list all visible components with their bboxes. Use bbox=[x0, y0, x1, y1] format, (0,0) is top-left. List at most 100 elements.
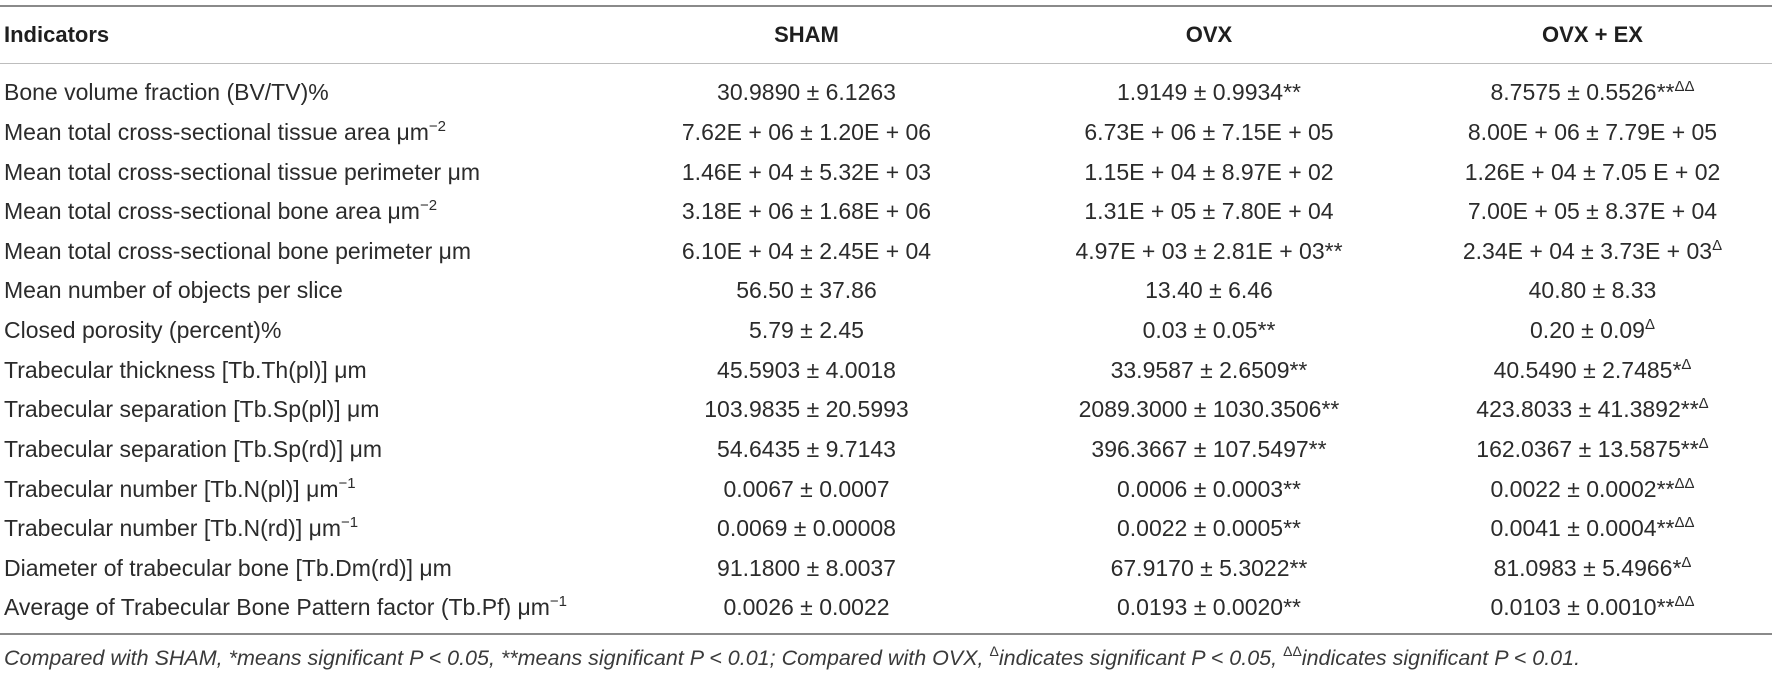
cell-ovx-text: 4.97E + 03 ± 2.81E + 03** bbox=[1075, 237, 1343, 264]
cell-ovx-text: 1.15E + 04 ± 8.97E + 02 bbox=[1084, 158, 1334, 185]
cell-ovx-ex-superscript: ΔΔ bbox=[1674, 78, 1695, 96]
cell-indicator: Mean total cross-sectional tissue perime… bbox=[0, 152, 604, 192]
cell-ovx-text: 13.40 ± 6.46 bbox=[1145, 277, 1273, 304]
cell-sham-text: 0.0026 ± 0.0022 bbox=[723, 594, 890, 621]
cell-indicator-text: Mean total cross-sectional tissue perime… bbox=[4, 158, 480, 185]
cell-indicator-text: Trabecular separation [Tb.Sp(rd)] μm bbox=[4, 435, 382, 462]
table-row: Trabecular thickness [Tb.Th(pl)] μm 45.59… bbox=[0, 350, 1772, 390]
cell-ovx-text: 396.3667 ± 107.5497** bbox=[1091, 435, 1327, 462]
table-row: Mean total cross-sectional bone area μm−… bbox=[0, 192, 1772, 232]
cell-indicator: Diameter of trabecular bone [Tb.Dm(rd)] … bbox=[0, 549, 604, 589]
table-row: Mean total cross-sectional tissue perime… bbox=[0, 152, 1772, 192]
cell-sham: 103.9835 ± 20.5993 bbox=[604, 390, 1009, 430]
cell-indicator-text: Mean total cross-sectional tissue area μ… bbox=[4, 118, 429, 145]
cell-sham: 0.0026 ± 0.0022 bbox=[604, 588, 1009, 628]
cell-ovx-ex-text: 0.0022 ± 0.0002** bbox=[1490, 475, 1675, 502]
table-row: Trabecular separation [Tb.Sp(pl)] μm 103.… bbox=[0, 390, 1772, 430]
cell-ovx-ex: 8.7575 ± 0.5526**ΔΔ bbox=[1409, 63, 1772, 113]
cell-sham-text: 7.62E + 06 ± 1.20E + 06 bbox=[681, 118, 932, 145]
cell-ovx-ex: 0.0041 ± 0.0004**ΔΔ bbox=[1409, 509, 1772, 549]
cell-ovx-text: 0.03 ± 0.05** bbox=[1142, 317, 1276, 344]
cell-sham: 56.50 ± 37.86 bbox=[604, 271, 1009, 311]
cell-indicator: Mean total cross-sectional tissue area μ… bbox=[0, 113, 604, 153]
cell-ovx-ex-text: 2.34E + 04 ± 3.73E + 03 bbox=[1462, 237, 1713, 264]
data-table: Indicators SHAM OVX OVX + EX Bone volume… bbox=[0, 6, 1772, 628]
table-row: Mean total cross-sectional tissue area μ… bbox=[0, 113, 1772, 153]
cell-ovx-ex-text: 8.00E + 06 ± 7.79E + 05 bbox=[1467, 118, 1718, 145]
cell-indicator-text: Trabecular number [Tb.N(rd)] μm bbox=[4, 515, 342, 542]
cell-ovx-ex-text: 40.80 ± 8.33 bbox=[1528, 277, 1657, 304]
footnote-text-3: indicates significant P < 0.01. bbox=[1301, 646, 1581, 670]
cell-sham: 45.5903 ± 4.0018 bbox=[604, 350, 1009, 390]
cell-ovx: 396.3667 ± 107.5497** bbox=[1009, 430, 1409, 470]
bottom-rule bbox=[0, 633, 1772, 635]
cell-indicator: Mean total cross-sectional bone area μm−… bbox=[0, 192, 604, 232]
cell-sham-text: 1.46E + 04 ± 5.32E + 03 bbox=[681, 158, 932, 185]
cell-ovx-ex-text: 40.5490 ± 2.7485* bbox=[1493, 356, 1682, 383]
cell-sham: 3.18E + 06 ± 1.68E + 06 bbox=[604, 192, 1009, 232]
cell-sham-text: 54.6435 ± 9.7143 bbox=[717, 435, 896, 462]
cell-indicator-superscript: −1 bbox=[338, 474, 356, 492]
cell-sham-text: 5.79 ± 2.45 bbox=[749, 317, 864, 344]
header-indicators: Indicators bbox=[4, 21, 110, 47]
cell-ovx-ex-text: 0.0103 ± 0.0010** bbox=[1490, 594, 1675, 621]
table-row: Diameter of trabecular bone [Tb.Dm(rd)] … bbox=[0, 549, 1772, 589]
cell-ovx-ex-superscript: Δ bbox=[1644, 316, 1655, 334]
cell-ovx-ex-superscript: Δ bbox=[1712, 236, 1723, 254]
cell-sham: 0.0069 ± 0.00008 bbox=[604, 509, 1009, 549]
cell-indicator: Mean number of objects per slice bbox=[0, 271, 604, 311]
top-rule bbox=[0, 5, 1772, 7]
cell-sham: 30.9890 ± 6.1263 bbox=[604, 63, 1009, 113]
cell-sham-text: 0.0069 ± 0.00008 bbox=[717, 515, 896, 542]
cell-ovx-text: 1.31E + 05 ± 7.80E + 04 bbox=[1084, 198, 1334, 225]
table-row: Bone volume fraction (BV/TV)% 30.9890 ± 6… bbox=[0, 63, 1772, 113]
cell-indicator: Average of Trabecular Bone Pattern facto… bbox=[0, 588, 604, 628]
cell-indicator-text: Bone volume fraction (BV/TV)% bbox=[4, 79, 329, 106]
cell-ovx-text: 67.9170 ± 5.3022** bbox=[1110, 554, 1308, 581]
table-row: Average of Trabecular Bone Pattern facto… bbox=[0, 588, 1772, 628]
cell-sham-text: 6.10E + 04 ± 2.45E + 04 bbox=[681, 237, 932, 264]
cell-ovx-text: 33.9587 ± 2.6509** bbox=[1110, 356, 1308, 383]
table-row: Trabecular number [Tb.N(rd)] μm−1 0.0069 … bbox=[0, 509, 1772, 549]
cell-ovx: 33.9587 ± 2.6509** bbox=[1009, 350, 1409, 390]
cell-indicator-text: Closed porosity (percent)% bbox=[4, 317, 282, 344]
cell-sham-text: 45.5903 ± 4.0018 bbox=[717, 356, 896, 383]
cell-ovx: 6.73E + 06 ± 7.15E + 05 bbox=[1009, 113, 1409, 153]
cell-sham-text: 30.9890 ± 6.1263 bbox=[717, 79, 896, 106]
table-row: Closed porosity (percent)% 5.79 ± 2.45 0.0… bbox=[0, 311, 1772, 351]
cell-sham: 6.10E + 04 ± 2.45E + 04 bbox=[604, 232, 1009, 272]
cell-ovx-ex-superscript: ΔΔ bbox=[1674, 514, 1695, 532]
header-ovx-ex: OVX + EX bbox=[1542, 21, 1643, 47]
cell-ovx-ex-text: 162.0367 ± 13.5875** bbox=[1476, 435, 1699, 462]
footnote-sup-2: ΔΔ bbox=[1283, 643, 1302, 659]
cell-ovx-text: 1.9149 ± 0.9934** bbox=[1117, 79, 1301, 106]
cell-ovx-ex-superscript: ΔΔ bbox=[1674, 474, 1695, 492]
table-body: Bone volume fraction (BV/TV)% 30.9890 ± 6… bbox=[0, 63, 1772, 628]
cell-ovx: 2089.3000 ± 1030.3506** bbox=[1009, 390, 1409, 430]
cell-ovx-ex-text: 81.0983 ± 5.4966* bbox=[1493, 554, 1682, 581]
cell-indicator-text: Average of Trabecular Bone Pattern facto… bbox=[4, 594, 550, 621]
cell-indicator: Trabecular number [Tb.N(pl)] μm−1 bbox=[0, 469, 604, 509]
cell-indicator: Trabecular number [Tb.N(rd)] μm−1 bbox=[0, 509, 604, 549]
cell-indicator: Bone volume fraction (BV/TV)% bbox=[0, 63, 604, 113]
cell-indicator: Closed porosity (percent)% bbox=[0, 311, 604, 351]
cell-sham: 5.79 ± 2.45 bbox=[604, 311, 1009, 351]
cell-indicator-superscript: −2 bbox=[419, 197, 438, 215]
cell-indicator: Trabecular separation [Tb.Sp(rd)] μm bbox=[0, 430, 604, 470]
footnote-sup-1: Δ bbox=[989, 643, 999, 659]
cell-ovx-ex: 423.8033 ± 41.3892**Δ bbox=[1409, 390, 1772, 430]
cell-ovx-ex-superscript: Δ bbox=[1698, 395, 1709, 413]
table-footnote: Compared with SHAM, *means significant P… bbox=[4, 643, 1581, 671]
cell-sham: 7.62E + 06 ± 1.20E + 06 bbox=[604, 113, 1009, 153]
cell-ovx: 0.0022 ± 0.0005** bbox=[1009, 509, 1409, 549]
cell-indicator-text: Trabecular thickness [Tb.Th(pl)] μm bbox=[4, 356, 367, 383]
cell-ovx-ex: 8.00E + 06 ± 7.79E + 05 bbox=[1409, 113, 1772, 153]
table-row: Trabecular separation [Tb.Sp(rd)] μm 54.6… bbox=[0, 430, 1772, 470]
cell-ovx: 13.40 ± 6.46 bbox=[1009, 271, 1409, 311]
cell-ovx-ex: 40.5490 ± 2.7485*Δ bbox=[1409, 350, 1772, 390]
cell-ovx-ex: 0.0103 ± 0.0010**ΔΔ bbox=[1409, 588, 1772, 628]
cell-sham-text: 0.0067 ± 0.0007 bbox=[723, 475, 890, 502]
footnote-text-2: indicates significant P < 0.05, bbox=[998, 646, 1284, 670]
cell-ovx-ex-superscript: Δ bbox=[1698, 434, 1709, 452]
header-sham: SHAM bbox=[774, 21, 839, 47]
